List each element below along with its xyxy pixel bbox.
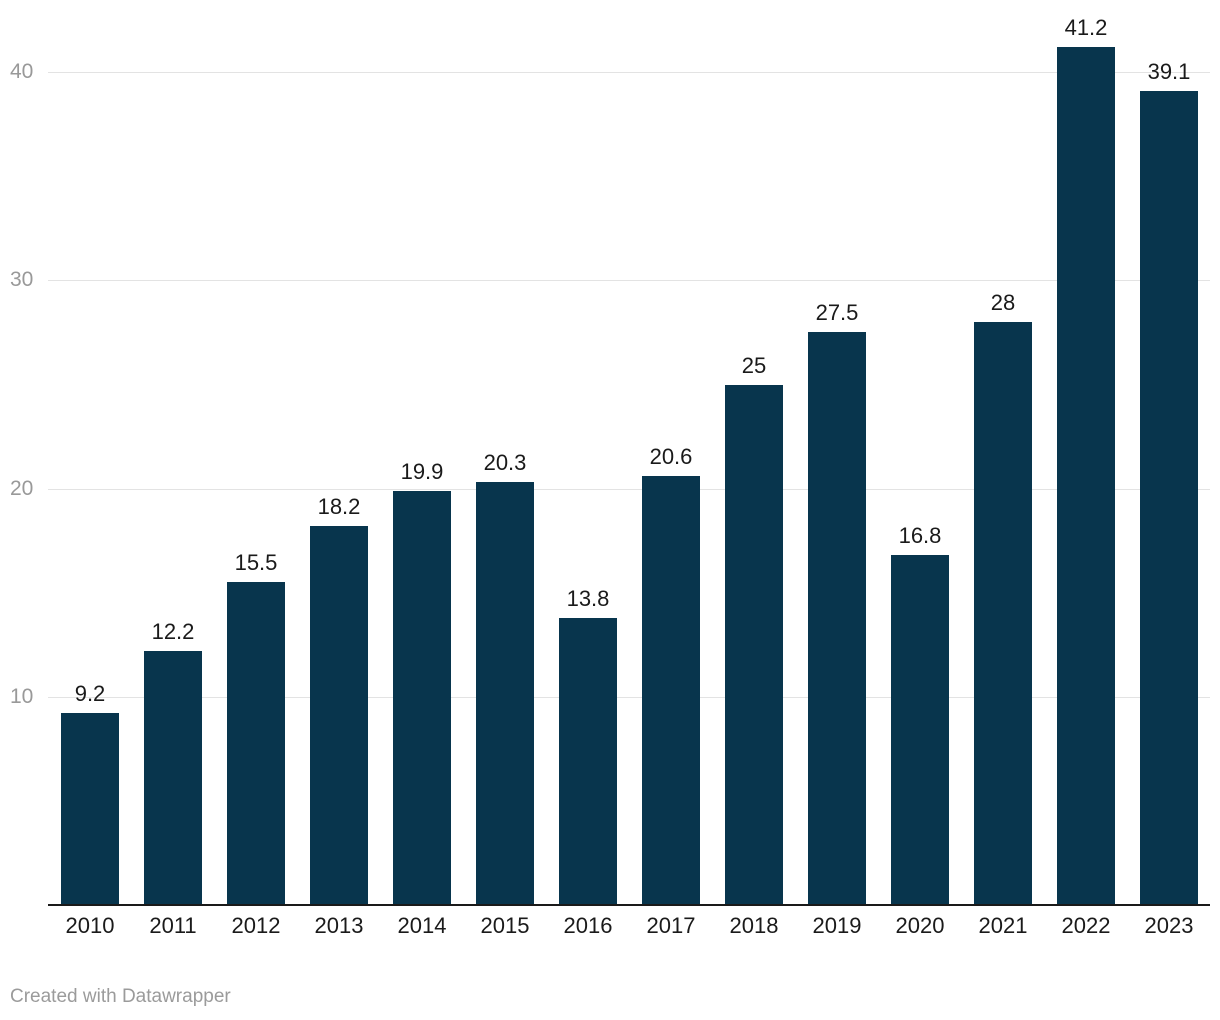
y-tick-label: 30 [10, 268, 34, 291]
bar-2014 [393, 491, 451, 905]
x-axis-line [48, 904, 1210, 906]
x-tick-label-2019: 2019 [812, 913, 862, 938]
bar-2012 [227, 582, 285, 905]
x-tick-label-2023: 2023 [1144, 913, 1194, 938]
value-label-2023: 39.1 [1147, 59, 1191, 84]
bar-2020 [891, 555, 949, 905]
bar-2015 [476, 482, 534, 905]
y-gridline [48, 280, 1210, 281]
value-label-2022: 41.2 [1064, 15, 1108, 40]
datawrapper-credit-link[interactable]: Created with Datawrapper [10, 986, 231, 1007]
x-tick-label-2011: 2011 [149, 913, 197, 938]
value-label-2021: 28 [990, 290, 1016, 315]
bar-2016 [559, 618, 617, 905]
x-tick-label-2013: 2013 [314, 913, 364, 938]
y-tick-label: 10 [10, 685, 34, 708]
value-label-2015: 20.3 [483, 450, 527, 475]
value-label-2014: 19.9 [400, 459, 444, 484]
value-label-2017: 20.6 [649, 444, 693, 469]
bar-2019 [808, 332, 866, 905]
bar-2010 [61, 713, 119, 905]
value-label-2012: 15.5 [234, 550, 278, 575]
y-gridline [48, 489, 1210, 490]
bar-2017 [642, 476, 700, 905]
bar-2022 [1057, 47, 1115, 905]
x-tick-label-2016: 2016 [563, 913, 613, 938]
value-label-2019: 27.5 [815, 300, 859, 325]
value-label-2013: 18.2 [317, 494, 361, 519]
y-tick-label: 40 [10, 60, 34, 83]
y-gridline [48, 72, 1210, 73]
x-tick-label-2014: 2014 [397, 913, 447, 938]
value-label-2020: 16.8 [898, 523, 942, 548]
x-tick-label-2021: 2021 [978, 913, 1028, 938]
x-tick-label-2018: 2018 [729, 913, 779, 938]
x-tick-label-2012: 2012 [231, 913, 281, 938]
y-gridline [48, 697, 1210, 698]
value-label-2016: 13.8 [566, 586, 610, 611]
bar-2023 [1140, 91, 1198, 905]
bar-2013 [310, 526, 368, 905]
x-tick-label-2022: 2022 [1061, 913, 1111, 938]
bar-2021 [974, 322, 1032, 905]
value-label-2011: 12.2 [151, 619, 195, 644]
x-tick-label-2017: 2017 [646, 913, 696, 938]
x-tick-label-2020: 2020 [895, 913, 945, 938]
value-label-2010: 9.2 [74, 681, 106, 706]
bar-2018 [725, 385, 783, 906]
value-label-2018: 25 [741, 353, 767, 378]
y-tick-label: 20 [10, 477, 34, 500]
x-tick-label-2015: 2015 [480, 913, 530, 938]
bar-2011 [144, 651, 202, 905]
x-tick-label-2010: 2010 [65, 913, 115, 938]
